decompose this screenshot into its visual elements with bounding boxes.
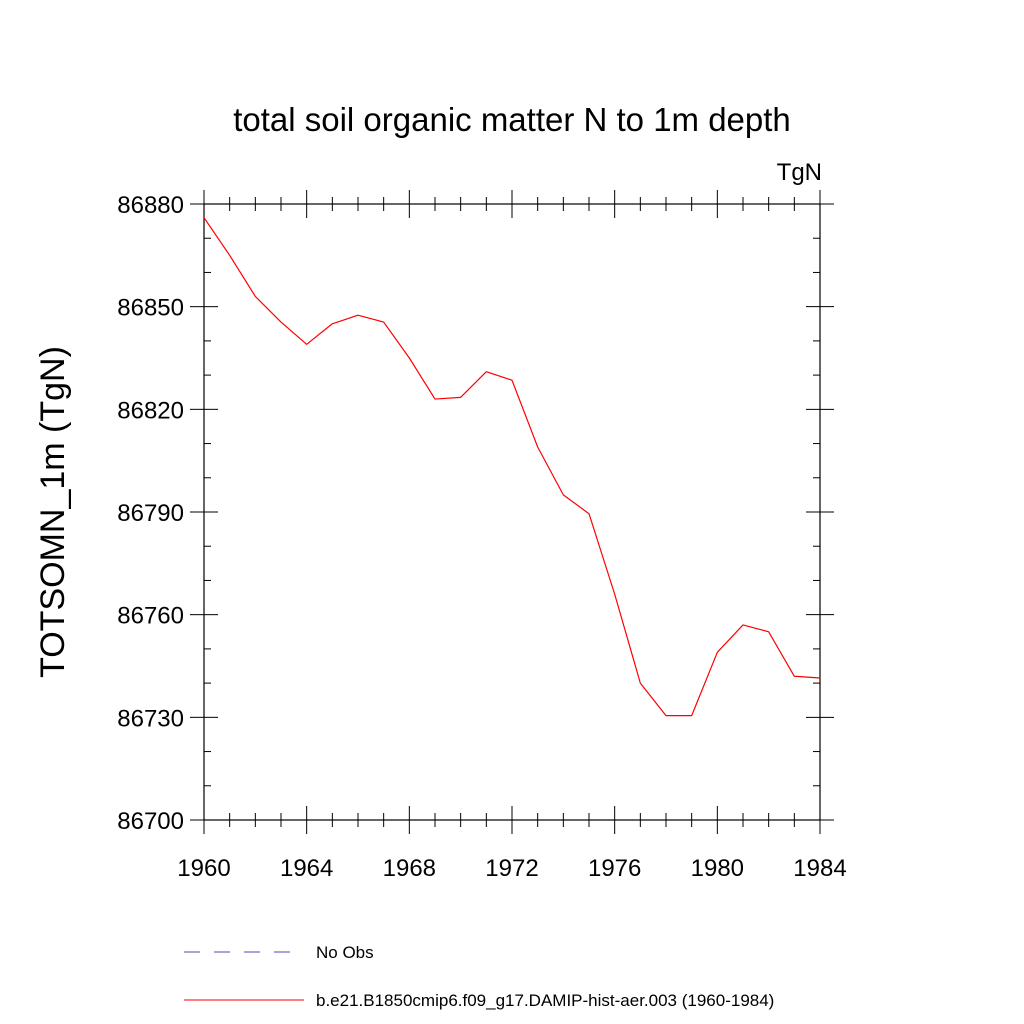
legend-label: b.e21.B1850cmip6.f09_g17.DAMIP-hist-aer.… xyxy=(316,991,774,1010)
y-tick-label: 86700 xyxy=(117,808,184,835)
y-tick-label: 86790 xyxy=(117,500,184,527)
series-layer xyxy=(203,217,821,717)
x-tick-label: 1964 xyxy=(280,855,333,882)
x-tick-label: 1972 xyxy=(485,855,538,882)
x-tick-label: 1976 xyxy=(588,855,641,882)
x-tick-label: 1960 xyxy=(177,855,230,882)
plot-frame xyxy=(203,203,821,821)
y-tick-label: 86760 xyxy=(117,603,184,630)
series-line xyxy=(203,217,821,717)
y-tick-label: 86820 xyxy=(117,397,184,424)
y-tick-label: 86880 xyxy=(117,192,184,219)
legend-label: No Obs xyxy=(316,943,374,962)
x-tick-label: 1984 xyxy=(793,855,846,882)
x-tick-label: 1968 xyxy=(383,855,436,882)
units-label: TgN xyxy=(777,159,822,186)
chart-title: total soil organic matter N to 1m depth xyxy=(233,101,791,138)
y-tick-label: 86730 xyxy=(117,705,184,732)
x-tick-label: 1980 xyxy=(691,855,744,882)
legend: No Obs b.e21.B1850cmip6.f09_g17.DAMIP-his… xyxy=(184,943,774,1010)
y-axis-label: TOTSOMN_1m (TgN) xyxy=(34,346,72,678)
axis-ticks: 1960 1964 1968 1972 1976 1980 1984 86700 86730 86… xyxy=(117,190,847,882)
y-tick-label: 86850 xyxy=(117,295,184,322)
